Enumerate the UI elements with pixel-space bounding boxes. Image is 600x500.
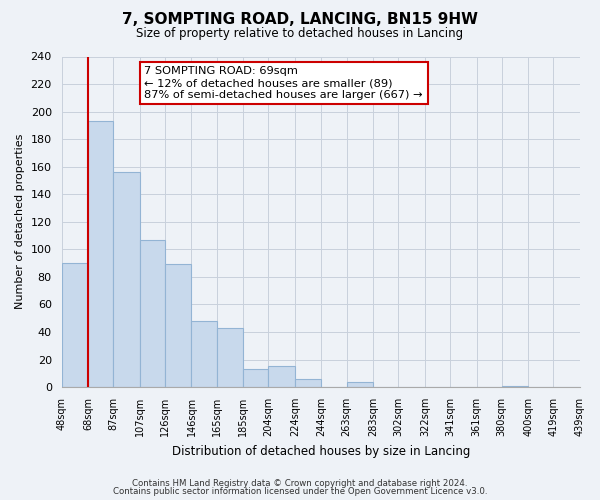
Bar xyxy=(191,321,217,387)
Bar xyxy=(295,379,322,387)
Bar xyxy=(113,172,140,387)
Bar xyxy=(243,369,268,387)
Bar xyxy=(140,240,165,387)
Text: Contains HM Land Registry data © Crown copyright and database right 2024.: Contains HM Land Registry data © Crown c… xyxy=(132,478,468,488)
X-axis label: Distribution of detached houses by size in Lancing: Distribution of detached houses by size … xyxy=(172,444,470,458)
Text: Size of property relative to detached houses in Lancing: Size of property relative to detached ho… xyxy=(136,28,464,40)
Bar xyxy=(88,121,113,387)
Bar xyxy=(268,366,295,387)
Bar xyxy=(62,263,88,387)
Bar xyxy=(347,382,373,387)
Text: Contains public sector information licensed under the Open Government Licence v3: Contains public sector information licen… xyxy=(113,487,487,496)
Bar xyxy=(165,264,191,387)
Bar xyxy=(502,386,528,387)
Bar xyxy=(217,328,243,387)
Y-axis label: Number of detached properties: Number of detached properties xyxy=(15,134,25,310)
Text: 7, SOMPTING ROAD, LANCING, BN15 9HW: 7, SOMPTING ROAD, LANCING, BN15 9HW xyxy=(122,12,478,28)
Text: 7 SOMPTING ROAD: 69sqm
← 12% of detached houses are smaller (89)
87% of semi-det: 7 SOMPTING ROAD: 69sqm ← 12% of detached… xyxy=(145,66,423,100)
